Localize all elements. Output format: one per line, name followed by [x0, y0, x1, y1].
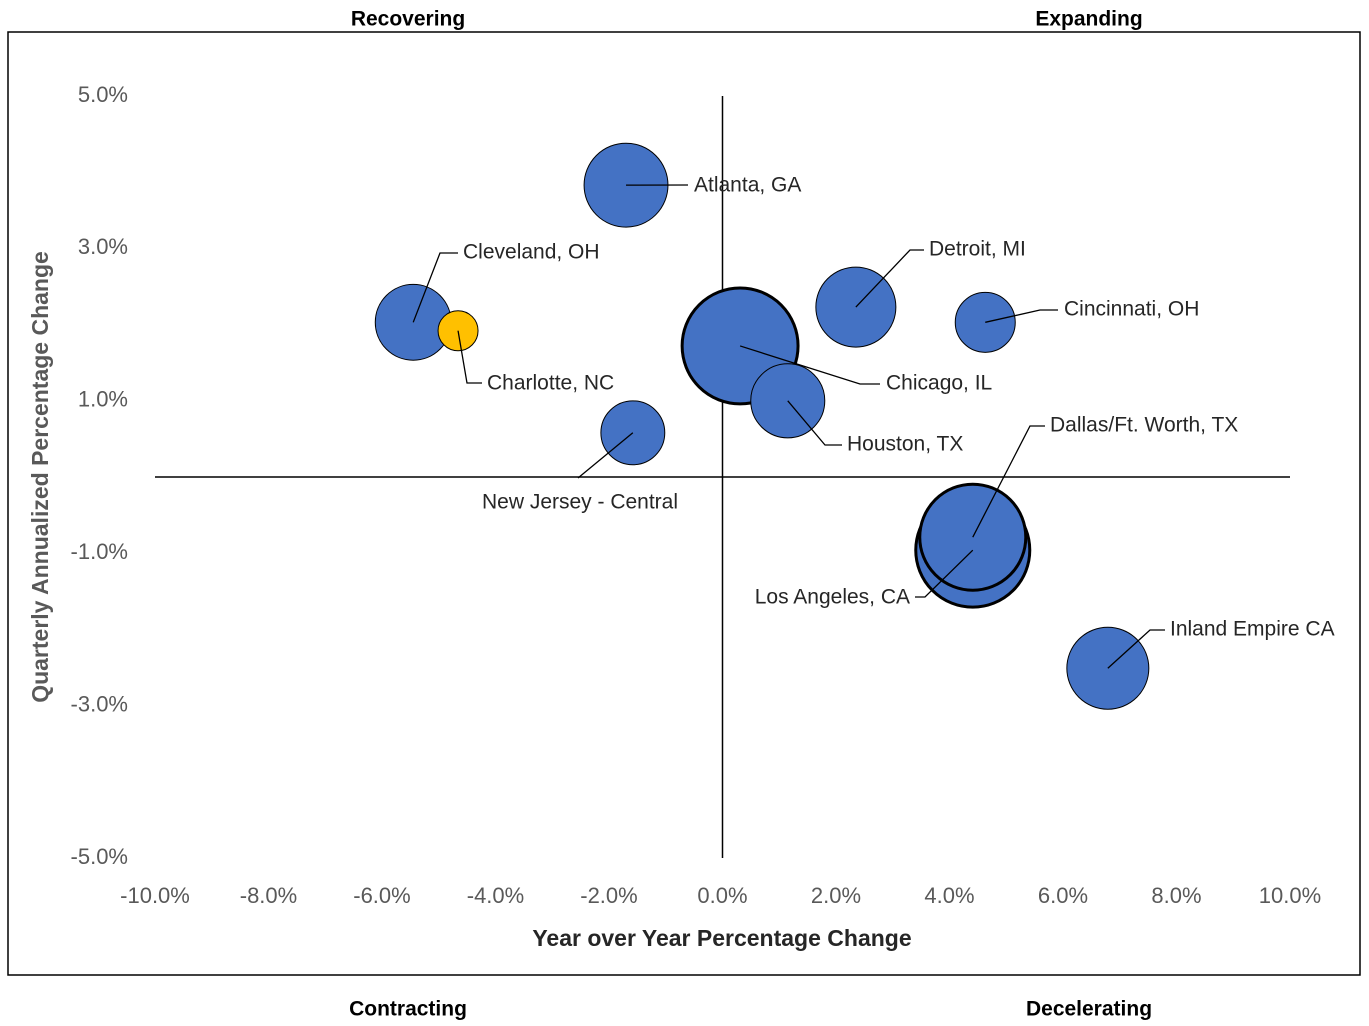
- data-label: Detroit, MI: [929, 238, 1026, 261]
- y-tick-label: 3.0%: [78, 234, 128, 259]
- x-tick-label: 2.0%: [811, 883, 861, 908]
- x-tick-label: 6.0%: [1038, 883, 1088, 908]
- quadrant-label: Expanding: [1035, 8, 1142, 31]
- leader-line: [577, 432, 634, 479]
- y-tick-label: -3.0%: [71, 691, 128, 716]
- data-label: Cleveland, OH: [463, 241, 600, 264]
- y-tick-label: -1.0%: [71, 539, 128, 564]
- data-label: Inland Empire CA: [1170, 618, 1335, 641]
- data-label: Houston, TX: [847, 433, 963, 456]
- data-label: Cincinnati, OH: [1064, 298, 1199, 321]
- x-tick-label: -6.0%: [353, 883, 410, 908]
- leader-line: [985, 309, 1058, 323]
- data-label: Dallas/Ft. Worth, TX: [1050, 414, 1238, 437]
- leader-line: [972, 425, 1045, 538]
- leader-line: [1107, 629, 1165, 669]
- chart-border: [7, 31, 1361, 976]
- x-tick-label: 0.0%: [697, 883, 747, 908]
- data-label: Atlanta, GA: [694, 174, 801, 197]
- leader-line: [915, 549, 974, 598]
- x-tick-label: 8.0%: [1151, 883, 1201, 908]
- data-label: Los Angeles, CA: [755, 586, 910, 609]
- leader-line: [855, 249, 924, 308]
- data-label: Charlotte, NC: [487, 372, 614, 395]
- leader-line: [787, 400, 842, 446]
- data-label: Chicago, IL: [886, 372, 992, 395]
- x-axis-title: Year over Year Percentage Change: [532, 925, 911, 951]
- x-tick-label: -10.0%: [120, 883, 190, 908]
- leader-line: [412, 252, 458, 323]
- x-tick-label: -2.0%: [580, 883, 637, 908]
- y-tick-label: 1.0%: [78, 387, 128, 412]
- x-tick-label: 10.0%: [1259, 883, 1321, 908]
- leader-line: [457, 330, 482, 384]
- x-tick-label: -4.0%: [467, 883, 524, 908]
- quadrant-label: Recovering: [351, 8, 465, 31]
- y-tick-label: -5.0%: [71, 844, 128, 869]
- data-label: New Jersey - Central: [482, 491, 678, 514]
- leader-line: [739, 345, 880, 385]
- x-tick-label: 4.0%: [924, 883, 974, 908]
- quadrant-label: Decelerating: [1026, 998, 1152, 1021]
- x-tick-label: -8.0%: [240, 883, 297, 908]
- quadrant-label: Contracting: [349, 998, 467, 1021]
- y-tick-label: 5.0%: [78, 82, 128, 107]
- y-axis-title: Quarterly Annualized Percentage Change: [27, 251, 53, 703]
